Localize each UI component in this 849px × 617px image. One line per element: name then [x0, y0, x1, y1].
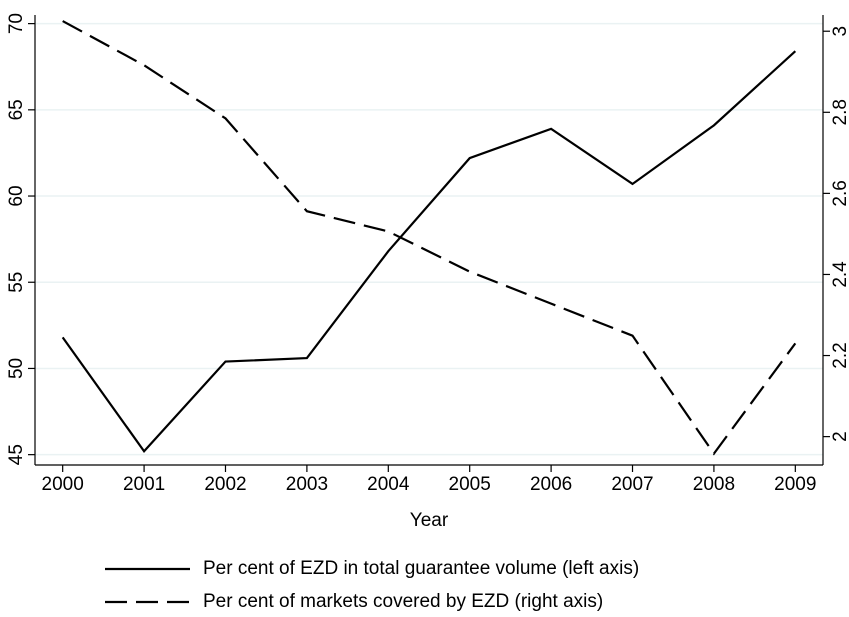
line-series — [61, 50, 797, 453]
y-tick-label: 45 — [6, 444, 27, 465]
y2-tick-label: 2 — [830, 431, 849, 442]
x-axis-label: Year — [410, 510, 449, 531]
y-tick-label: 50 — [6, 358, 27, 379]
y-tick-label: 65 — [6, 99, 27, 120]
x-tick-label: 2007 — [611, 474, 653, 495]
y2-tick-label: 2.6 — [830, 180, 849, 206]
x-tick-label: 2009 — [774, 474, 816, 495]
x-tick-label: 2000 — [42, 474, 84, 495]
x-tick-label: 2005 — [449, 474, 491, 495]
y2-tick-label: 2.4 — [830, 261, 849, 288]
y-tick-label: 60 — [6, 185, 27, 206]
x-tick-label: 2004 — [367, 474, 410, 495]
line-series — [62, 20, 797, 456]
x-tick-label: 2006 — [530, 474, 572, 495]
y-tick-label: 55 — [6, 272, 27, 293]
y-tick-label: 70 — [6, 13, 27, 34]
legend-label: Per cent of markets covered by EZD (righ… — [203, 591, 603, 612]
x-tick-label: 2001 — [123, 474, 165, 495]
y2-tick-label: 2.8 — [830, 99, 849, 125]
legend-label: Per cent of EZD in total guarantee volum… — [203, 558, 639, 579]
x-tick-label: 2003 — [286, 474, 328, 495]
x-tick-label: 2008 — [693, 474, 735, 495]
y2-tick-label: 2.2 — [830, 342, 849, 368]
x-tick-label: 2002 — [204, 474, 246, 495]
y2-tick-label: 3 — [830, 26, 849, 37]
